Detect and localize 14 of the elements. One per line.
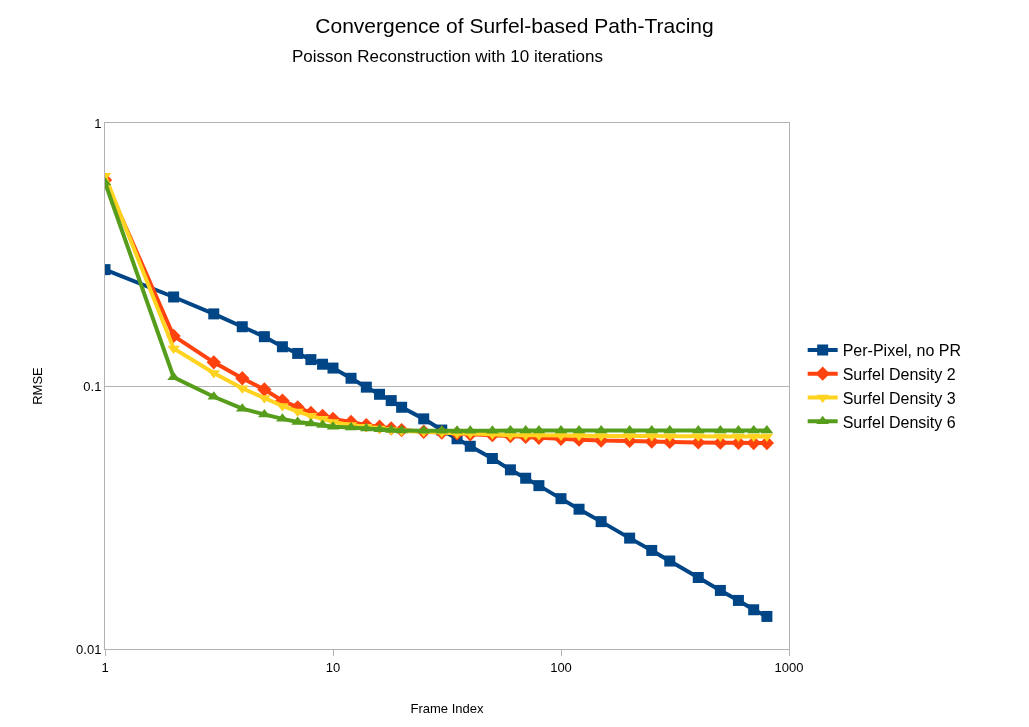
legend-label: Surfel Density 6 xyxy=(842,413,956,431)
y-tick-label: 0.1 xyxy=(83,378,102,394)
x-axis-title: Frame Index xyxy=(410,701,484,717)
y-axis-title: RMSE xyxy=(30,366,46,405)
chart-subtitle: Poisson Reconstruction with 10 iterations xyxy=(292,47,603,66)
x-tick-label: 10 xyxy=(325,659,341,675)
legend-label: Surfel Density 3 xyxy=(842,389,956,407)
x-tick-label: 100 xyxy=(550,659,572,675)
legend-label: Surfel Density 2 xyxy=(842,365,956,383)
chart-title: Convergence of Surfel-based Path-Tracing xyxy=(315,13,714,37)
y-tick-label: 0.01 xyxy=(76,641,102,657)
x-tick-label: 1000 xyxy=(774,659,804,675)
legend-label: Per-Pixel, no PR xyxy=(842,342,961,360)
y-tick-label: 1 xyxy=(94,115,102,131)
